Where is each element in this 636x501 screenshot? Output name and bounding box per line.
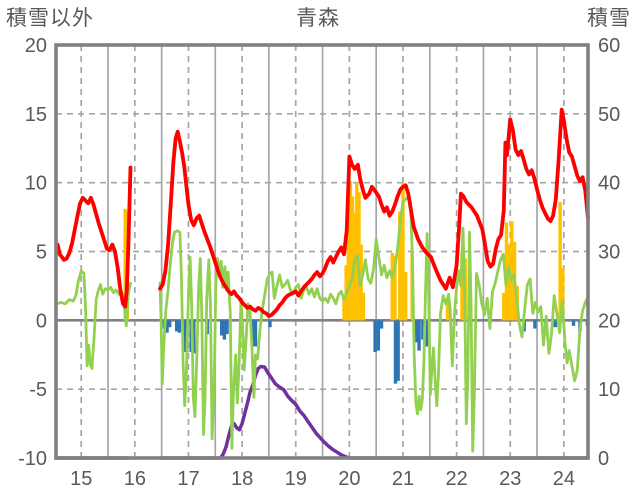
blue-bars-bar	[253, 320, 258, 347]
orange-bars-bar	[398, 211, 402, 321]
left-axis-tick-label: -10	[18, 448, 47, 470]
left-axis-tick-label: 5	[36, 242, 47, 264]
x-axis-tick-label: 24	[553, 468, 575, 490]
right-axis-tick-label: 30	[598, 242, 620, 264]
x-axis-tick-label: 17	[177, 468, 199, 490]
right-axis-title: 積雪	[587, 7, 631, 30]
orange-bars-bar	[346, 181, 350, 321]
x-axis-tick-label: 22	[445, 468, 467, 490]
orange-bars-bar	[510, 221, 514, 321]
right-axis-tick-label: 50	[598, 104, 620, 126]
blue-bars-bar	[165, 320, 169, 333]
orange-bars-bar	[393, 255, 397, 321]
blue-bars-bar	[571, 320, 576, 326]
blue-bars-bar	[533, 320, 537, 329]
x-axis-tick-label: 16	[124, 468, 146, 490]
orange-bars-bar	[403, 272, 408, 321]
left-axis-tick-label: 15	[25, 104, 47, 126]
blue-bars-bar	[373, 320, 377, 352]
left-axis-tick-label: 10	[25, 173, 47, 195]
left-axis-title: 積雪以外	[6, 7, 94, 30]
blue-bars-bar	[192, 320, 196, 354]
left-axis-tick-label: 0	[36, 310, 47, 332]
x-axis-tick-label: 20	[338, 468, 360, 490]
orange-bars-bar	[357, 192, 361, 321]
orange-bars-bar	[123, 208, 127, 321]
blue-bars-bar	[174, 320, 179, 332]
blue-bars-bar	[167, 320, 172, 328]
blue-bars-bar	[421, 320, 425, 340]
x-axis-tick-label: 19	[285, 468, 307, 490]
orange-bars-bar	[390, 252, 394, 321]
orange-bars-bar	[361, 292, 365, 321]
orange-bars-bar	[507, 244, 511, 321]
blue-bars-bar	[220, 320, 224, 336]
right-axis-tick-label: 60	[598, 35, 620, 57]
red-line-segment	[55, 165, 133, 309]
blue-bars-bar	[268, 320, 272, 328]
left-axis-tick-label: 20	[25, 35, 47, 57]
orange-bars-bar	[502, 292, 506, 321]
blue-bars-bar	[222, 320, 227, 340]
blue-bars-bar	[379, 320, 384, 329]
blue-bars-bar	[376, 320, 381, 351]
blue-bars-bar	[424, 320, 429, 347]
chart-title: 青森	[296, 7, 340, 30]
x-axis-tick-label: 15	[70, 468, 92, 490]
orange-bars-bar	[558, 201, 562, 321]
blue-bars-bar	[417, 320, 421, 351]
x-axis-tick-label: 21	[392, 468, 414, 490]
orange-bars-bar	[350, 196, 355, 321]
x-axis-tick-label: 18	[231, 468, 253, 490]
orange-bars-bar	[348, 181, 353, 321]
blue-bars-bar	[553, 320, 557, 328]
orange-bars-bar	[342, 299, 346, 321]
blue-bars-bar	[393, 320, 398, 384]
blue-bars-bar	[414, 320, 419, 343]
orange-bars-bar	[401, 182, 405, 321]
blue-bars-bar	[177, 320, 182, 333]
x-axis-tick-label: 23	[499, 468, 521, 490]
left-axis-tick-label: -5	[29, 379, 47, 401]
orange-bars-bar	[355, 182, 359, 321]
red-line-segment	[158, 107, 590, 319]
right-axis-tick-label: 40	[598, 173, 620, 195]
plot-frame	[54, 43, 590, 460]
green-line-segment	[55, 269, 132, 370]
blue-bars-bar	[182, 320, 186, 352]
blue-bars-bar	[251, 320, 255, 347]
right-axis-tick-label: 20	[598, 310, 620, 332]
right-axis-tick-label: 10	[598, 379, 620, 401]
orange-bars-bar	[445, 299, 450, 321]
purple-line-segment	[158, 364, 590, 460]
orange-bars-bar	[561, 268, 565, 321]
series-red-line	[55, 107, 590, 319]
blue-bars-bar	[396, 320, 400, 381]
blue-bars-bar	[225, 320, 229, 335]
right-axis-tick-label: 0	[598, 448, 609, 470]
